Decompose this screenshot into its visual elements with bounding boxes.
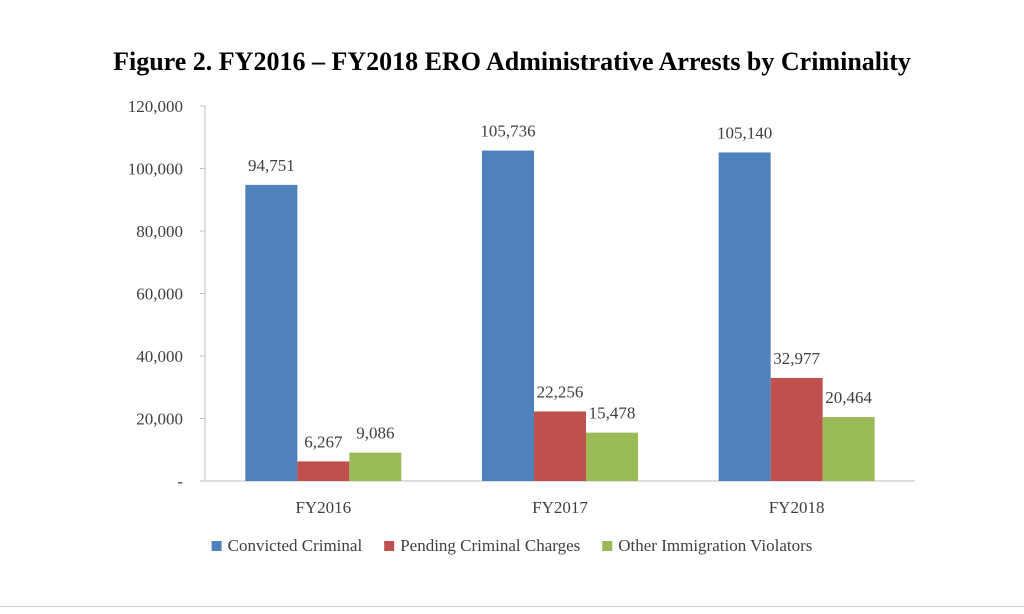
y-tick-label: 80,000 bbox=[136, 222, 183, 241]
bar-series bbox=[245, 150, 875, 481]
x-category-label: FY2016 bbox=[295, 498, 351, 517]
legend: Convicted Criminal Pending Criminal Charg… bbox=[211, 536, 812, 555]
bar-value-label: 9,086 bbox=[356, 424, 394, 443]
legend-label: Convicted Criminal bbox=[228, 536, 363, 555]
y-axis-ticks: - 20,000 40,000 60,000 80,000 100,000 120,000 bbox=[128, 97, 205, 491]
bar-value-label: 22,256 bbox=[537, 382, 584, 401]
bar bbox=[297, 461, 350, 481]
legend-label: Pending Criminal Charges bbox=[400, 536, 580, 555]
bar-value-label: 105,140 bbox=[717, 123, 772, 142]
bar bbox=[349, 452, 402, 481]
bar bbox=[718, 152, 771, 481]
bar bbox=[245, 184, 298, 481]
x-category-label: FY2018 bbox=[769, 498, 825, 517]
legend-label: Other Immigration Violators bbox=[618, 536, 812, 555]
bar-value-label: 15,478 bbox=[589, 404, 636, 423]
bar bbox=[822, 417, 875, 481]
bar bbox=[770, 377, 823, 481]
chart-title: Figure 2. FY2016 – FY2018 ERO Administra… bbox=[113, 47, 911, 76]
y-tick-label: 100,000 bbox=[128, 160, 183, 179]
legend-swatch bbox=[602, 541, 613, 551]
bar-value-label: 32,977 bbox=[773, 349, 820, 368]
bar-value-label: 6,267 bbox=[304, 432, 343, 451]
bar bbox=[586, 432, 638, 481]
y-tick-label: - bbox=[177, 472, 183, 491]
bar-value-label: 20,464 bbox=[825, 388, 872, 407]
y-tick-label: 60,000 bbox=[136, 285, 183, 304]
y-tick-label: 120,000 bbox=[128, 97, 183, 116]
bar bbox=[534, 411, 586, 481]
data-labels: 94,751 6,267 9,086 105,736 22,256 15,478 105,1… bbox=[248, 122, 873, 452]
y-tick-label: 40,000 bbox=[136, 347, 183, 366]
legend-swatch bbox=[384, 541, 395, 551]
bar-value-label: 105,736 bbox=[480, 122, 535, 141]
divider bbox=[0, 606, 1024, 607]
x-category-label: FY2017 bbox=[532, 498, 588, 517]
bar-value-label: 94,751 bbox=[248, 156, 295, 175]
bar bbox=[482, 150, 534, 481]
x-axis-labels: FY2016 FY2017 FY2018 bbox=[295, 498, 824, 517]
y-tick-label: 20,000 bbox=[136, 410, 183, 429]
legend-swatch bbox=[211, 541, 222, 551]
